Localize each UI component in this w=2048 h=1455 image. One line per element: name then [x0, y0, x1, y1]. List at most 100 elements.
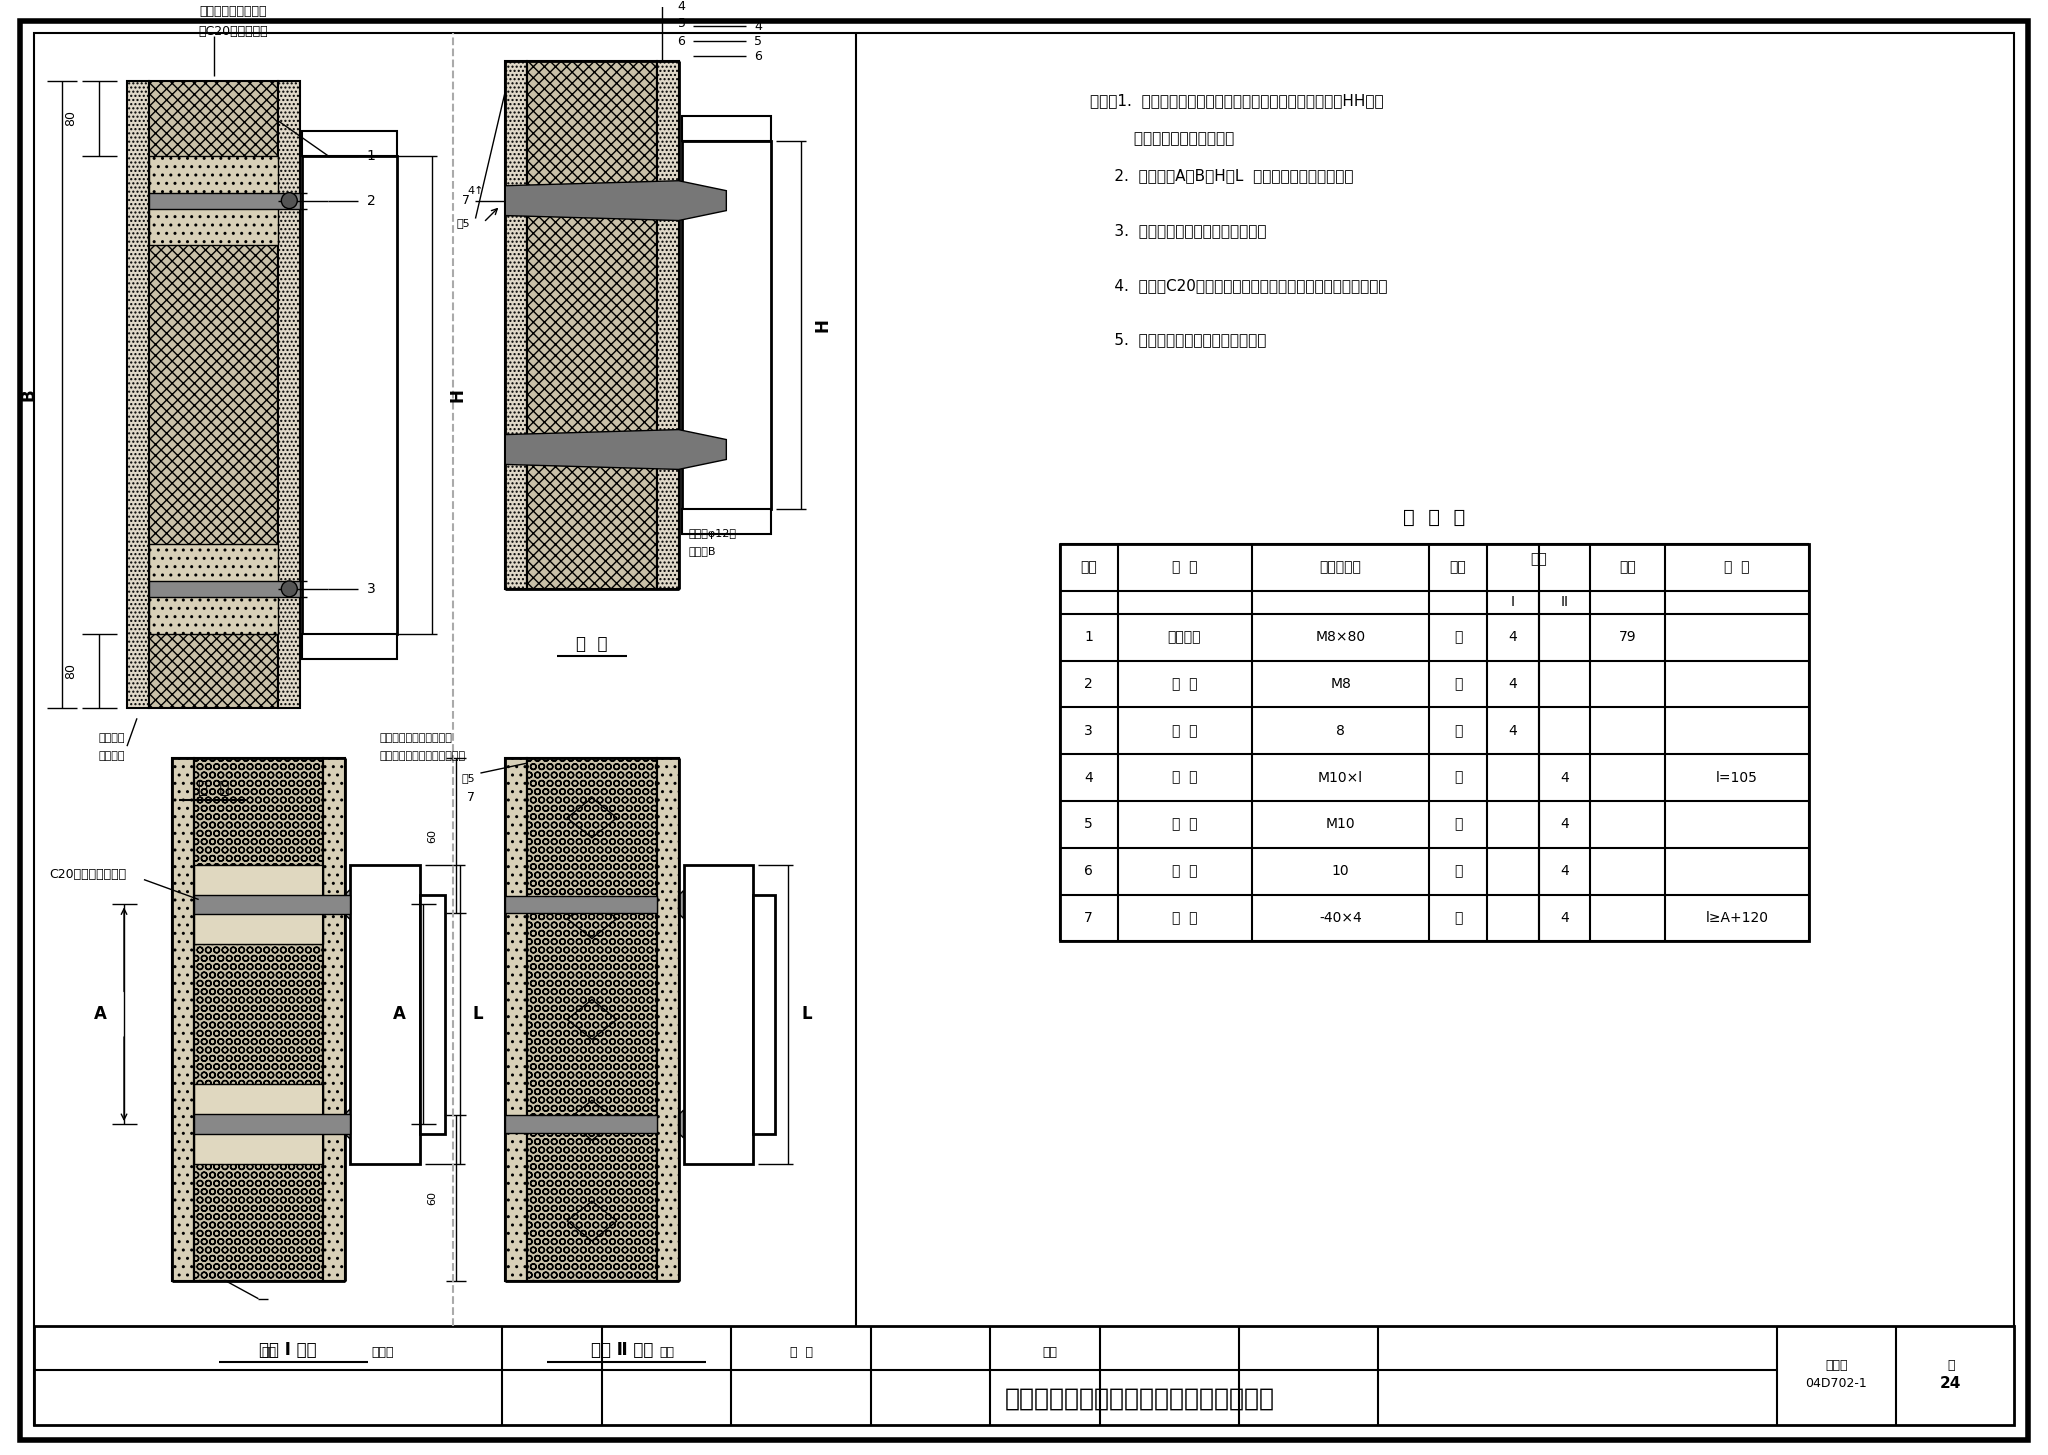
Bar	[657, 758, 678, 1280]
Text: 7: 7	[463, 194, 471, 207]
Text: 个: 个	[1454, 818, 1462, 831]
Bar	[657, 61, 678, 589]
Text: 80: 80	[63, 663, 78, 679]
Text: 扁  锂: 扁 锂	[1171, 911, 1196, 925]
Text: L: L	[473, 1005, 483, 1023]
Text: 膨胀螺栓: 膨胀螺栓	[1167, 630, 1200, 645]
Text: 方案 Ⅱ 平面: 方案 Ⅱ 平面	[590, 1342, 653, 1359]
Text: 2.  图中尺寸A、B、H、L  见附录或设备产品样本。: 2. 图中尺寸A、B、H、L 见附录或设备产品样本。	[1090, 169, 1354, 183]
Text: 个: 个	[1454, 723, 1462, 738]
Text: M8: M8	[1329, 677, 1352, 691]
Text: M10: M10	[1325, 818, 1356, 831]
Text: 单位: 单位	[1450, 560, 1466, 575]
Text: 4↑: 4↑	[467, 186, 483, 195]
Text: 备  注: 备 注	[1724, 560, 1749, 575]
Text: 编号: 编号	[1081, 560, 1098, 575]
Text: 7: 7	[1083, 911, 1094, 925]
Bar	[35, 1326, 2013, 1424]
Text: 7: 7	[467, 792, 475, 805]
Text: l≥A+120: l≥A+120	[1706, 911, 1767, 925]
Text: 6: 6	[754, 49, 762, 63]
Bar	[150, 581, 301, 597]
Text: 4: 4	[1561, 771, 1569, 784]
Text: 个: 个	[1454, 864, 1462, 879]
Bar	[754, 895, 774, 1133]
Bar	[195, 1115, 350, 1133]
Text: 扁钢底φ12孔: 扁钢底φ12孔	[688, 530, 737, 540]
Bar	[506, 61, 526, 589]
Text: 方案 Ⅰ 平面: 方案 Ⅰ 平面	[260, 1342, 317, 1359]
Text: 根: 根	[1454, 911, 1462, 925]
Text: 水泥砂浆: 水泥砂浆	[98, 733, 125, 744]
Text: 附注：1.  本图适用于悬挂式配电箱、起动器、电磁起动器、HH系列: 附注：1. 本图适用于悬挂式配电箱、起动器、电磁起动器、HH系列	[1090, 93, 1382, 109]
Text: 3: 3	[1083, 723, 1094, 738]
Bar	[195, 895, 350, 914]
Text: 材  料  表: 材 料 表	[1403, 508, 1464, 527]
Bar	[526, 758, 657, 1280]
Text: 个: 个	[1454, 677, 1462, 691]
Bar	[150, 192, 301, 208]
Polygon shape	[344, 1109, 350, 1139]
Polygon shape	[506, 429, 727, 470]
Text: 名  称: 名 称	[1171, 560, 1196, 575]
Text: 图集号: 图集号	[1825, 1359, 1847, 1372]
Text: 4: 4	[1509, 630, 1518, 645]
Text: 负荷开关及拨钮等安装。: 负荷开关及拨钮等安装。	[1090, 131, 1235, 147]
Text: 6: 6	[678, 35, 686, 48]
Text: 入C20细石混凝土: 入C20细石混凝土	[199, 25, 268, 38]
Text: 1: 1	[1083, 630, 1094, 645]
Text: 5: 5	[678, 17, 686, 31]
Bar	[420, 895, 444, 1133]
Text: 4: 4	[754, 20, 762, 33]
Bar	[506, 758, 526, 1280]
Text: 个: 个	[1454, 630, 1462, 645]
Text: 1: 1	[367, 148, 375, 163]
Text: 垫  圈: 垫 圈	[1171, 864, 1196, 879]
Text: 垫  圈: 垫 圈	[1171, 723, 1196, 738]
Text: 80: 80	[63, 111, 78, 127]
Text: 孔底为B: 孔底为B	[688, 546, 717, 556]
Text: H: H	[813, 319, 831, 332]
Bar	[150, 544, 279, 634]
Text: 4: 4	[1509, 677, 1518, 691]
Text: M10×l: M10×l	[1319, 771, 1364, 784]
Text: 审核: 审核	[260, 1346, 276, 1359]
Text: 4: 4	[1561, 911, 1569, 925]
Bar	[150, 81, 279, 709]
Text: 2: 2	[1083, 677, 1094, 691]
Text: 2: 2	[367, 194, 375, 208]
Text: l=105: l=105	[1716, 771, 1757, 784]
Text: 4: 4	[1561, 864, 1569, 879]
Text: A: A	[393, 1005, 406, 1023]
Text: 10: 10	[1331, 864, 1350, 879]
Text: 个: 个	[1454, 771, 1462, 784]
Circle shape	[281, 192, 297, 208]
Text: A: A	[94, 1005, 106, 1023]
Text: 立  面: 立 面	[575, 634, 608, 653]
Polygon shape	[678, 1110, 684, 1138]
Text: 页: 页	[1948, 1359, 1954, 1372]
Bar	[195, 758, 324, 1280]
Text: 设计: 设计	[1042, 1346, 1057, 1359]
Text: 螺  母: 螺 母	[1171, 677, 1196, 691]
Bar	[350, 864, 420, 1164]
Text: 60: 60	[428, 829, 438, 842]
Text: 3: 3	[367, 582, 375, 597]
Text: 04D702-1: 04D702-1	[1806, 1376, 1868, 1390]
Polygon shape	[506, 180, 727, 221]
Bar	[195, 1084, 324, 1164]
Text: L: L	[801, 1005, 811, 1023]
Text: 注5: 注5	[457, 218, 471, 227]
Bar	[506, 1115, 657, 1133]
Polygon shape	[344, 889, 350, 920]
Text: C20细石混凝土灌注: C20细石混凝土灌注	[49, 869, 127, 882]
Text: 6: 6	[1083, 864, 1094, 879]
Text: II: II	[1561, 595, 1569, 610]
Polygon shape	[678, 890, 684, 918]
Circle shape	[281, 581, 297, 597]
Bar	[682, 116, 772, 141]
Bar	[172, 758, 195, 1280]
Text: 李运昌: 李运昌	[371, 1346, 393, 1359]
Text: 螺  栓: 螺 栓	[1171, 771, 1196, 784]
Text: 4.  灌注用C20细石混凝土须达到一定强度后再安装膨胀螺栓。: 4. 灌注用C20细石混凝土须达到一定强度后再安装膨胀螺栓。	[1090, 278, 1386, 292]
